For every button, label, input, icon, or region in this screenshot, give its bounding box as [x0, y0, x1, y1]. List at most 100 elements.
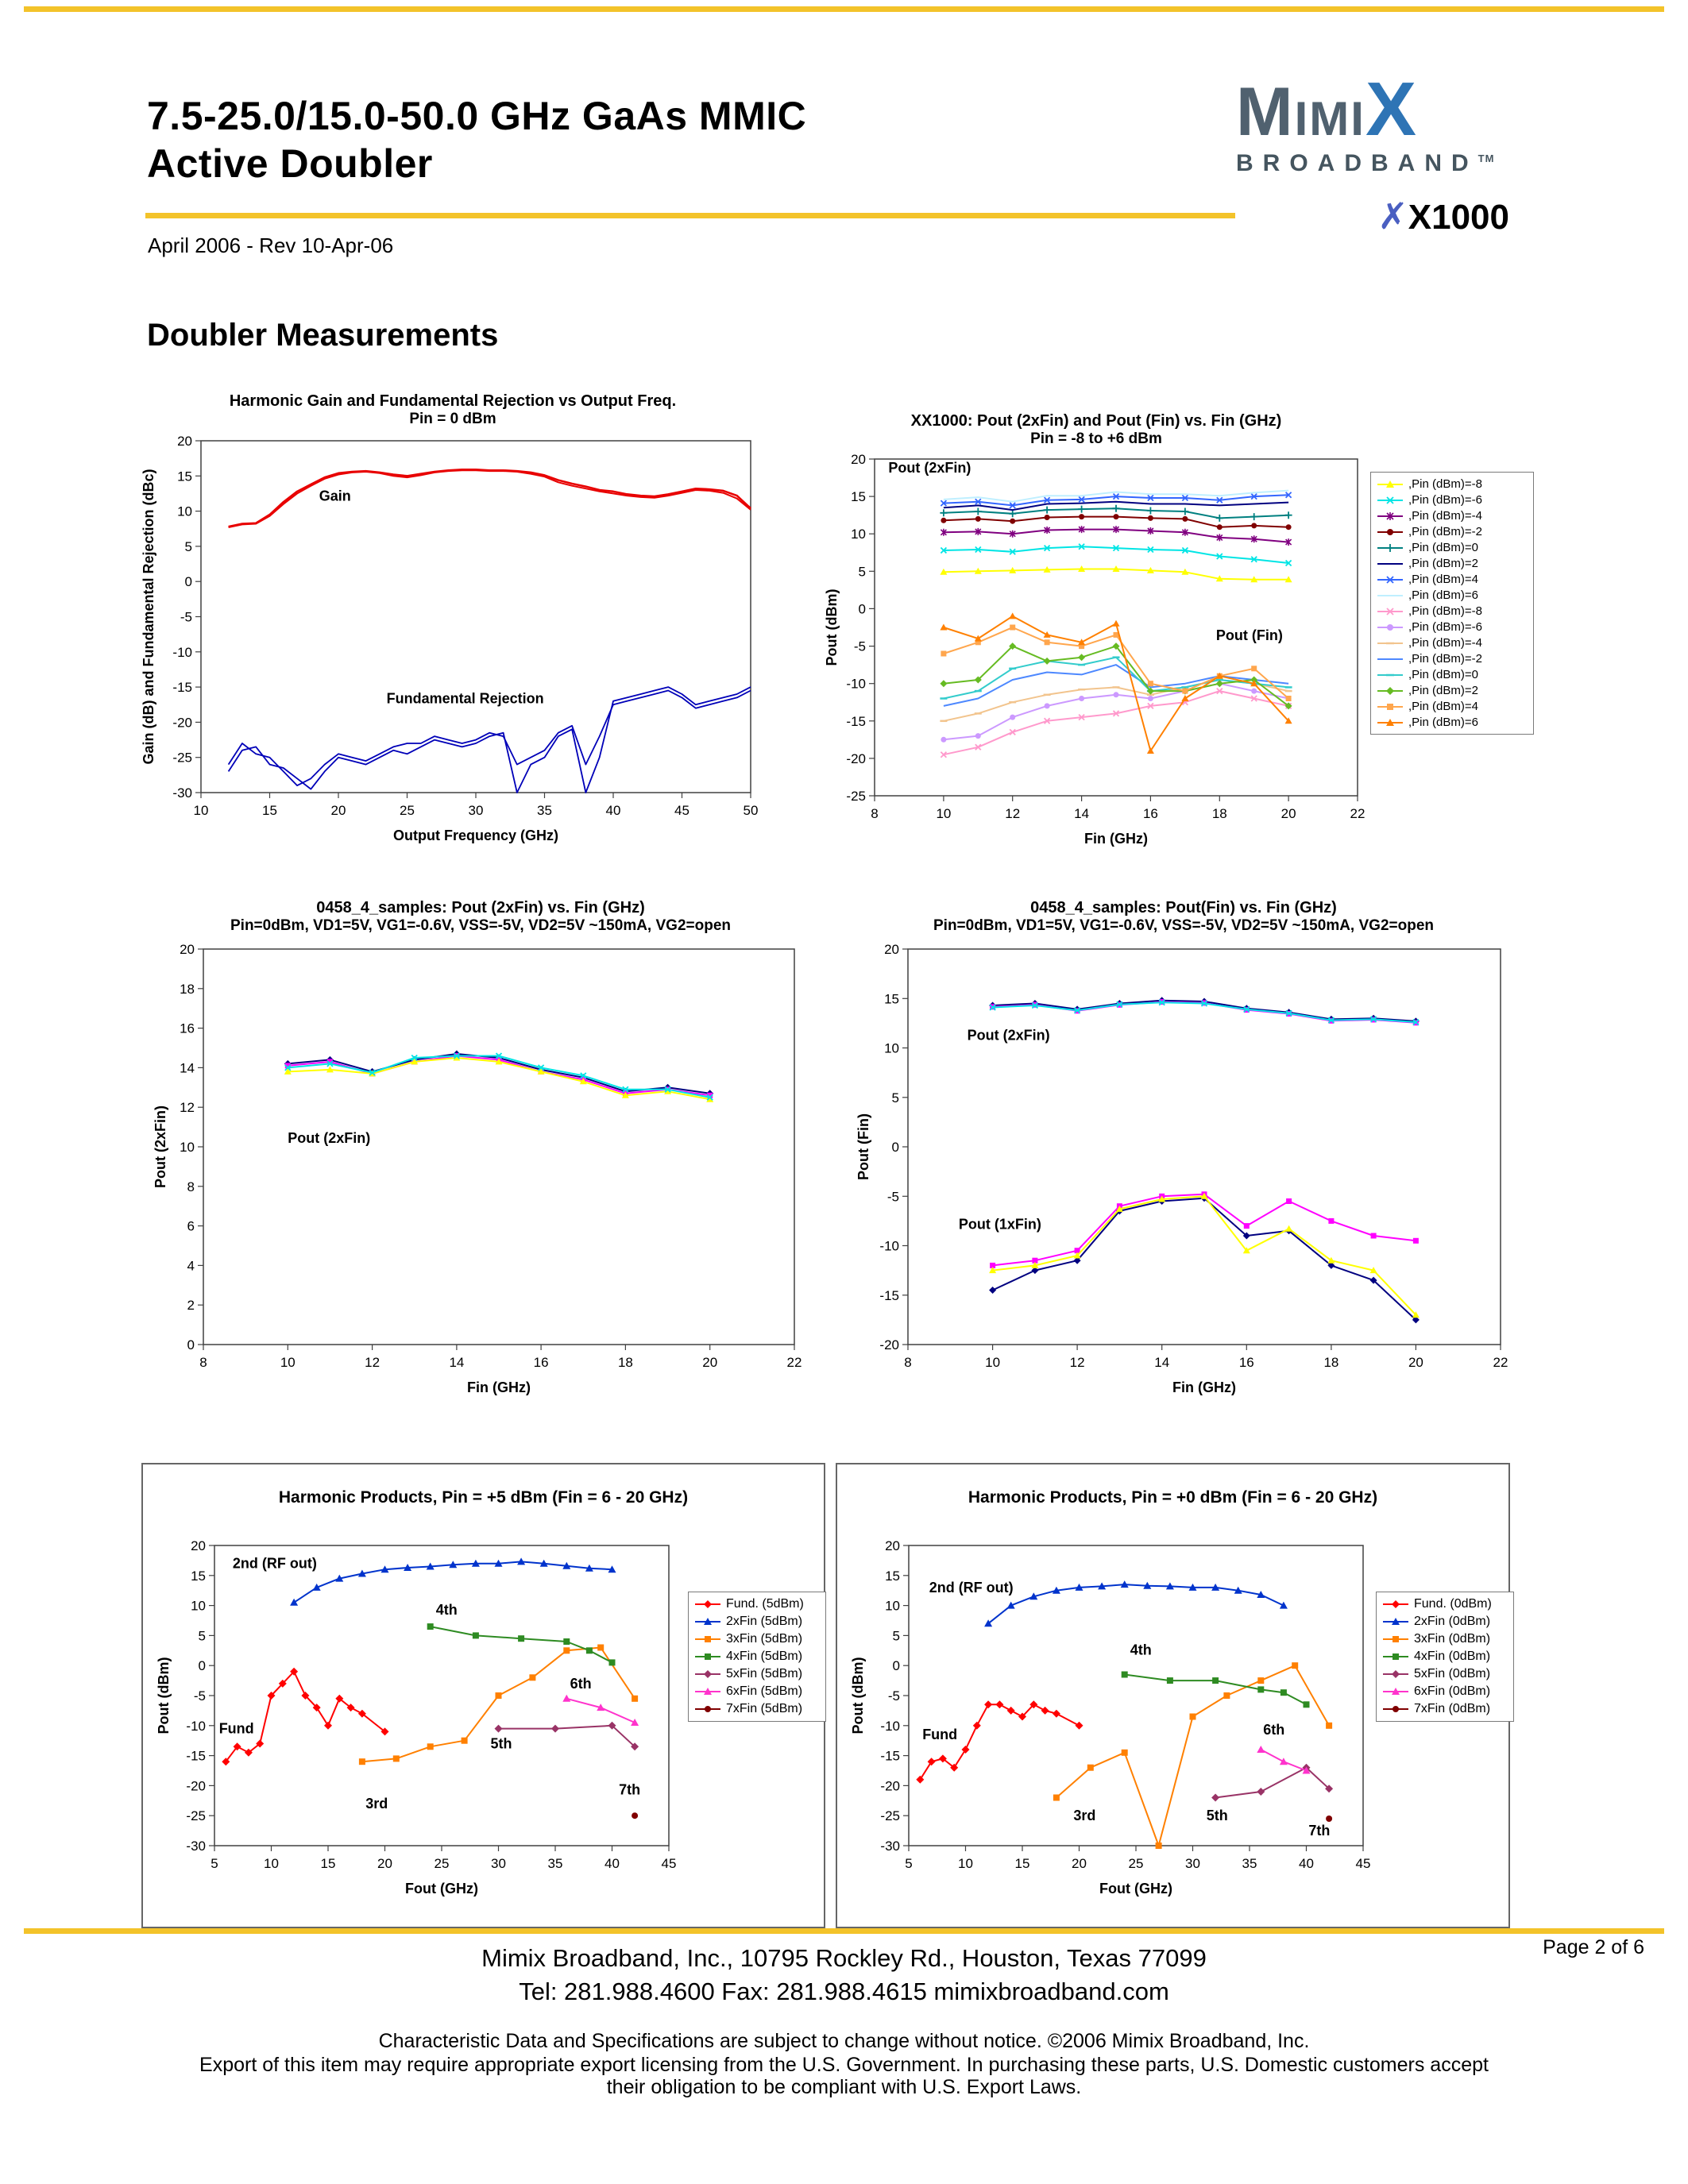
legend-entry-label: 3xFin (0dBm) — [1414, 1632, 1491, 1646]
svg-text:20: 20 — [1072, 1856, 1087, 1871]
svg-text:40: 40 — [606, 803, 621, 818]
chart-plot-area: 5 10 15 20 25 30 35 40 45 -30 -25 -20 -15 -10 -5 0 5 10 15… — [154, 1534, 678, 1908]
legend-entry: ,Pin (dBm)=6 — [1377, 588, 1528, 602]
svg-text:Pout (Fin): Pout (Fin) — [856, 1113, 871, 1180]
svg-text:-25: -25 — [186, 1808, 206, 1823]
footer-disclaimer-line2: Export of this item may require appropri… — [199, 2054, 1489, 2076]
panel-title: Harmonic Products, Pin = +5 dBm (Fin = 6… — [278, 1488, 689, 1507]
svg-text:Pout (Fin): Pout (Fin) — [1216, 627, 1283, 643]
svg-text:Pout (2xFin): Pout (2xFin) — [153, 1106, 168, 1188]
legend-entry: 3xFin (5dBm) — [694, 1632, 820, 1646]
svg-text:18: 18 — [180, 982, 195, 997]
svg-text:-20: -20 — [880, 1778, 900, 1793]
svg-text:5: 5 — [199, 1628, 206, 1643]
legend-entry-label: 5xFin (0dBm) — [1414, 1667, 1491, 1680]
svg-text:16: 16 — [1143, 806, 1158, 821]
legend-entry-label: ,Pin (dBm)=2 — [1408, 684, 1478, 697]
svg-text:25: 25 — [400, 803, 415, 818]
svg-text:-10: -10 — [879, 1239, 899, 1254]
svg-text:4th: 4th — [436, 1602, 458, 1618]
legend-entry-label: 2xFin (5dBm) — [726, 1615, 803, 1628]
svg-text:7th: 7th — [1308, 1823, 1330, 1839]
svg-text:20: 20 — [851, 453, 866, 467]
svg-text:6th: 6th — [1263, 1722, 1284, 1738]
svg-text:Pout (2xFin): Pout (2xFin) — [288, 1130, 370, 1146]
svg-text:Fin (GHz): Fin (GHz) — [1084, 831, 1148, 847]
svg-text:Pout (dBm): Pout (dBm) — [850, 1657, 866, 1734]
svg-text:15: 15 — [1015, 1856, 1030, 1871]
svg-text:20: 20 — [177, 434, 192, 449]
svg-text:-30: -30 — [172, 785, 192, 801]
svg-text:5: 5 — [859, 564, 866, 579]
legend-entry-label: ,Pin (dBm)=0 — [1408, 541, 1478, 554]
svg-text:20: 20 — [180, 943, 195, 957]
svg-text:0: 0 — [187, 1337, 195, 1352]
chart-title: Harmonic Gain and Fundamental Rejection … — [229, 392, 677, 410]
svg-text:15: 15 — [177, 469, 192, 484]
legend-entry-label: 2xFin (0dBm) — [1414, 1615, 1491, 1628]
svg-text:-15: -15 — [880, 1749, 900, 1764]
legend-entry-label: 6xFin (0dBm) — [1414, 1684, 1491, 1698]
svg-text:-15: -15 — [172, 680, 192, 695]
svg-text:-20: -20 — [172, 715, 192, 730]
svg-text:Output Frequency (GHz): Output Frequency (GHz) — [393, 828, 558, 843]
legend-entry: ,Pin (dBm)=-2 — [1377, 652, 1528, 666]
svg-text:15: 15 — [321, 1856, 336, 1871]
legend-entry: 2xFin (5dBm) — [694, 1615, 820, 1629]
svg-text:4: 4 — [187, 1258, 195, 1273]
svg-text:6th: 6th — [570, 1676, 592, 1692]
chart-subtitle: Pin=0dBm, VD1=5V, VG1=-0.6V, VSS=-5V, VD… — [933, 917, 1434, 934]
top-gold-rule — [24, 6, 1664, 12]
legend-entry-label: 4xFin (0dBm) — [1414, 1650, 1491, 1663]
broadband-label: BROADBANDTM — [1236, 150, 1514, 177]
svg-text:10: 10 — [180, 1140, 195, 1155]
legend-entry: ,Pin (dBm)=-4 — [1377, 509, 1528, 523]
svg-text:10: 10 — [851, 527, 866, 542]
legend-entry-label: ,Pin (dBm)=4 — [1408, 700, 1478, 713]
panel-title: Harmonic Products, Pin = +0 dBm (Fin = 6… — [968, 1488, 1378, 1507]
svg-text:16: 16 — [534, 1355, 549, 1370]
svg-text:-5: -5 — [180, 610, 192, 625]
legend-entry: 3xFin (0dBm) — [1382, 1632, 1508, 1646]
svg-text:10: 10 — [885, 1599, 900, 1614]
svg-text:-10: -10 — [186, 1719, 206, 1734]
title-gold-rule — [145, 213, 1235, 218]
legend-entry: ,Pin (dBm)=-8 — [1377, 604, 1528, 618]
svg-text:0: 0 — [199, 1658, 206, 1673]
svg-text:-5: -5 — [854, 639, 866, 654]
legend-entry: ,Pin (dBm)=2 — [1377, 557, 1528, 570]
chart-subtitle: Pin = -8 to +6 dBm — [1030, 430, 1162, 447]
svg-text:-25: -25 — [846, 789, 866, 804]
legend-entry-label: ,Pin (dBm)=-2 — [1408, 652, 1482, 666]
svg-text:8: 8 — [199, 1355, 207, 1370]
mimix-logo: MimiX BROADBANDTM ✗X1000 — [1236, 71, 1514, 238]
svg-text:-15: -15 — [846, 714, 866, 729]
legend-entry: ,Pin (dBm)=6 — [1377, 716, 1528, 729]
part-number-text: X1000 — [1408, 198, 1509, 237]
section-heading: Doubler Measurements — [147, 318, 499, 353]
svg-text:10: 10 — [177, 504, 192, 519]
svg-text:0: 0 — [859, 601, 866, 616]
bottom-gold-rule — [24, 1928, 1664, 1934]
svg-text:-20: -20 — [879, 1337, 899, 1352]
document-title-line1: 7.5-25.0/15.0-50.0 GHz GaAs MMIC — [147, 94, 807, 138]
svg-text:18: 18 — [1212, 806, 1227, 821]
svg-text:15: 15 — [885, 1569, 900, 1584]
svg-text:-30: -30 — [880, 1839, 900, 1854]
svg-text:25: 25 — [1129, 1856, 1144, 1871]
legend-entry: 5xFin (5dBm) — [694, 1667, 820, 1681]
legend-entry: 2xFin (0dBm) — [1382, 1615, 1508, 1629]
pin-sweep-legend: ,Pin (dBm)=-8 ,Pin (dBm)=-6 ,Pin (dBm)=-4,… — [1370, 472, 1534, 735]
svg-text:3rd: 3rd — [1073, 1808, 1095, 1823]
svg-text:12: 12 — [180, 1100, 195, 1115]
x-mark-icon: ✗ — [1377, 195, 1408, 237]
legend-entry-label: ,Pin (dBm)=-4 — [1408, 636, 1482, 650]
svg-text:45: 45 — [1356, 1856, 1371, 1871]
svg-text:14: 14 — [1154, 1355, 1169, 1370]
legend-entry: ,Pin (dBm)=-6 — [1377, 493, 1528, 507]
svg-text:-30: -30 — [186, 1839, 206, 1854]
svg-text:35: 35 — [537, 803, 552, 818]
svg-text:12: 12 — [1005, 806, 1020, 821]
svg-text:30: 30 — [1185, 1856, 1200, 1871]
svg-text:Fin (GHz): Fin (GHz) — [1172, 1379, 1236, 1395]
